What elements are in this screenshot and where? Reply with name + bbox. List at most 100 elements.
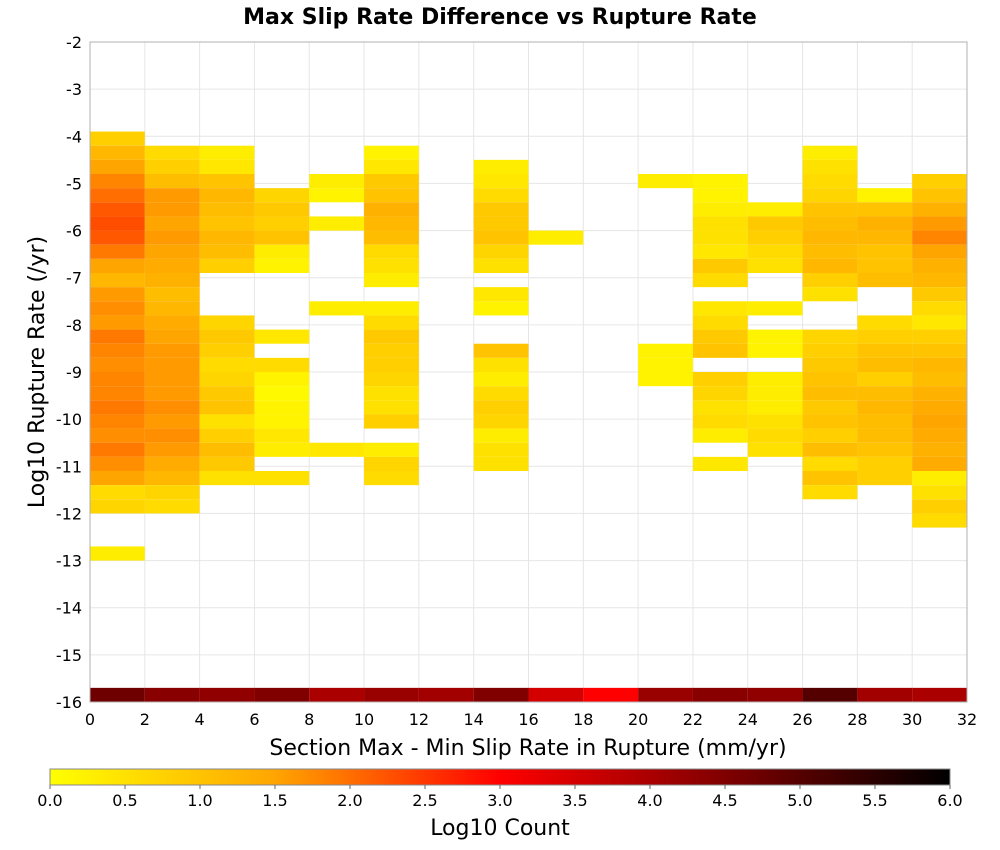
heatmap-cell [199,372,255,387]
heatmap-cell [144,258,200,273]
heatmap-cell-bottom [309,687,365,702]
heatmap-cell-bottom [857,687,913,702]
heatmap-cell [199,230,255,245]
heatmap-cell [692,329,748,344]
heatmap-cell [802,471,858,486]
y-tick-label: -5 [66,174,82,193]
heatmap-cell [309,301,365,316]
heatmap-cell-bottom [912,687,967,702]
heatmap-cell [692,400,748,415]
heatmap-cell [144,202,200,217]
heatmap-cell [90,273,145,288]
heatmap-cell [692,202,748,217]
heatmap-cell [802,273,858,288]
colorbar-tick-label: 4.5 [712,791,737,810]
heatmap-cell [144,442,200,457]
heatmap-cell [857,216,913,231]
colorbar-tick-label: 1.5 [262,791,287,810]
heatmap-cell [90,244,145,259]
heatmap-cell [802,414,858,429]
heatmap-cell [692,216,748,231]
heatmap-cell [144,386,200,401]
heatmap-cell [90,456,145,471]
heatmap-cell [638,372,693,387]
heatmap-cell [747,216,803,231]
heatmap-cell [144,216,200,231]
heatmap-cell [90,414,145,429]
heatmap-cell [912,386,967,401]
heatmap-cell [199,145,255,160]
heatmap-cell [473,244,529,259]
heatmap-cell [309,442,365,457]
x-tick-label: 0 [85,710,95,729]
heatmap-cell [692,301,748,316]
heatmap-cell [254,329,310,344]
heatmap-cell [254,400,310,415]
y-axis-label: Log10 Rupture Rate (/yr) [25,236,50,508]
x-tick-label: 10 [354,710,374,729]
heatmap-cell [857,386,913,401]
heatmap-cell [90,546,145,561]
heatmap-cell [144,145,200,160]
heatmap-cell [802,202,858,217]
heatmap-cell [90,174,145,189]
heatmap-cell [90,442,145,457]
heatmap-cell [802,216,858,231]
heatmap-cell [857,357,913,372]
heatmap-cell [144,329,200,344]
heatmap-cell [90,357,145,372]
heatmap-cell [802,485,858,500]
heatmap-cell [254,258,310,273]
y-axis-ticks: -2 -3 -4 -5 -6 -7 -8 -9 -10 -11 -12 -13 -14 -15 -16 [56,33,82,712]
heatmap-cell [802,188,858,203]
heatmap-cell [254,428,310,443]
heatmap-cell [199,202,255,217]
heatmap-cell [90,258,145,273]
x-tick-label: 8 [304,710,314,729]
heatmap-cell [473,414,529,429]
x-tick-label: 6 [249,710,259,729]
heatmap-cell [692,372,748,387]
heatmap-cell [747,343,803,358]
heatmap-cell [802,372,858,387]
heatmap-cell [254,216,310,231]
colorbar-tick-label: 5.5 [862,791,887,810]
heatmap-cell [473,230,529,245]
y-tick-label: -2 [66,33,82,52]
heatmap-cell [364,258,419,273]
heatmap-cell [364,471,419,486]
heatmap-cell [144,174,200,189]
colorbar-label: Log10 Count [430,816,570,841]
heatmap-cell [144,159,200,174]
heatmap-cell [912,273,967,288]
heatmap-cell [857,471,913,486]
heatmap-cell [364,329,419,344]
x-axis-label: Section Max - Min Slip Rate in Rupture (… [269,736,786,761]
heatmap-cell-bottom [692,687,748,702]
heatmap-cell [144,499,200,514]
y-tick-label: -11 [56,457,82,476]
heatmap-cell [747,414,803,429]
heatmap-cell [473,428,529,443]
heatmap-cell [802,287,858,302]
heatmap-cell [144,188,200,203]
heatmap-cell [857,273,913,288]
x-tick-label: 28 [847,710,867,729]
heatmap-cell [912,315,967,330]
heatmap-cell [912,244,967,259]
heatmap-cell [912,372,967,387]
heatmap-cell [912,485,967,500]
colorbar-tick-label: 4.0 [637,791,662,810]
heatmap-cell [254,357,310,372]
heatmap-cell [912,230,967,245]
heatmap-cell [747,386,803,401]
heatmap-cell [857,188,913,203]
heatmap-cell [802,343,858,358]
heatmap-cell [90,188,145,203]
heatmap-cell [90,386,145,401]
heatmap-cell [199,456,255,471]
heatmap-cell [857,400,913,415]
heatmap-cell [144,456,200,471]
heatmap-cell [364,315,419,330]
